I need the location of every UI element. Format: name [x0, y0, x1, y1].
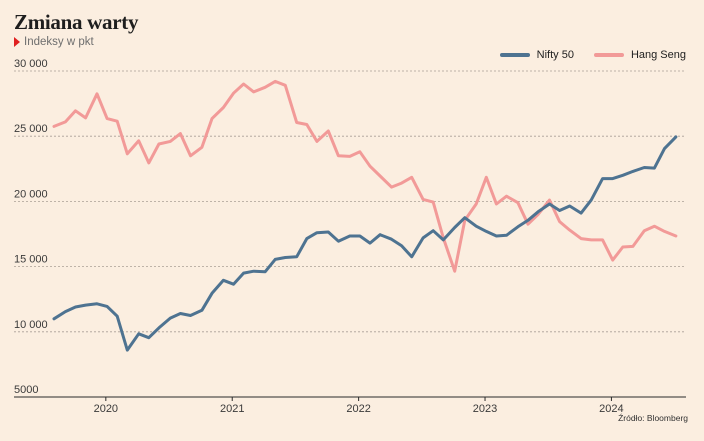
y-tick-label: 15 000 — [14, 254, 48, 266]
chart-subtitle: Indeksy w pkt — [14, 36, 94, 48]
source-note: Źródło: Bloomberg — [618, 413, 688, 423]
y-tick-label: 20 000 — [14, 188, 48, 200]
x-tick-label: 2023 — [473, 403, 497, 415]
legend-label-hangseng: Hang Seng — [630, 49, 686, 61]
y-tick-label: 25 000 — [14, 123, 48, 135]
legend-item-hangseng: Hang Seng — [593, 49, 686, 61]
legend-swatch-hangseng — [593, 53, 624, 57]
y-tick-label: 5000 — [14, 384, 38, 396]
series-line-hang-seng — [52, 79, 678, 273]
subtitle-text: Indeksy w pkt — [24, 36, 94, 48]
legend-label-nifty: Nifty 50 — [536, 49, 574, 61]
x-tick-label: 2022 — [346, 403, 370, 415]
chart-title: Zmiana warty — [14, 10, 139, 34]
y-tick-label: 30 000 — [14, 58, 48, 70]
legend: Nifty 50 Hang Seng — [480, 49, 686, 61]
x-tick-label: 2020 — [94, 403, 118, 415]
series-line-nifty-50 — [52, 135, 678, 352]
legend-item-nifty: Nifty 50 — [499, 49, 574, 61]
x-tick-label: 2024 — [599, 403, 623, 415]
y-tick-label: 10 000 — [14, 319, 48, 331]
red-triangle-icon — [14, 37, 20, 47]
x-tick-label: 2021 — [220, 403, 244, 415]
legend-swatch-nifty — [499, 53, 530, 57]
